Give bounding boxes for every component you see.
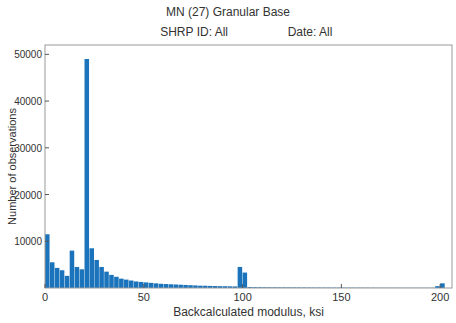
bar [70, 251, 75, 288]
x-axis-label: Backcalculated modulus, ksi [173, 305, 324, 319]
bar [173, 284, 178, 288]
plot-frame [45, 45, 452, 288]
bar [50, 262, 55, 288]
x-tick-label: 100 [233, 291, 251, 303]
bar [85, 59, 90, 288]
y-tick [45, 241, 49, 242]
y-tick-label: 10000 [14, 236, 42, 247]
x-tick-label: 50 [138, 291, 150, 303]
bar [65, 276, 70, 288]
x-tick-label: 200 [431, 291, 449, 303]
bar [238, 267, 243, 288]
background [0, 0, 456, 323]
bar [104, 272, 109, 288]
bar [144, 282, 149, 288]
subtitle: Date: All [288, 25, 333, 39]
bar [440, 283, 445, 288]
x-tick-label: 0 [42, 291, 48, 303]
subtitle: SHRP ID: All [160, 25, 228, 39]
bar [60, 270, 65, 288]
bar [129, 281, 134, 288]
x-tick [242, 284, 243, 288]
bar [99, 267, 104, 288]
bar [114, 277, 119, 288]
y-axis-label: Number of observations [6, 108, 18, 225]
bar [45, 234, 50, 288]
x-tick [440, 284, 441, 288]
y-tick-label: 20000 [14, 190, 42, 201]
x-tick-label: 150 [332, 291, 350, 303]
y-tick [45, 101, 49, 102]
bar [168, 284, 173, 288]
chart: MN (27) Granular Base SHRP ID: All Date: A… [0, 0, 456, 323]
y-tick-label: 50000 [14, 49, 42, 60]
bar [80, 269, 85, 288]
bars [45, 59, 445, 288]
bar [139, 282, 144, 288]
x-tick [341, 284, 342, 288]
y-tick [45, 194, 49, 195]
y-tick-label: 40000 [14, 96, 42, 107]
bar [94, 260, 99, 288]
bar [154, 283, 159, 288]
bar [243, 273, 248, 288]
x-tick [45, 284, 46, 288]
y-tick [45, 54, 49, 55]
bar [55, 268, 60, 288]
bar [164, 284, 169, 288]
bar [75, 267, 80, 288]
bar [119, 279, 124, 288]
x-tick [143, 284, 144, 288]
bar [159, 284, 164, 288]
bar [149, 283, 154, 288]
bar [124, 280, 129, 288]
bar [89, 248, 94, 288]
y-tick-label: 30000 [14, 143, 42, 154]
title: MN (27) Granular Base [166, 5, 290, 19]
bar [134, 281, 139, 288]
bar [109, 275, 114, 288]
y-tick [45, 147, 49, 148]
